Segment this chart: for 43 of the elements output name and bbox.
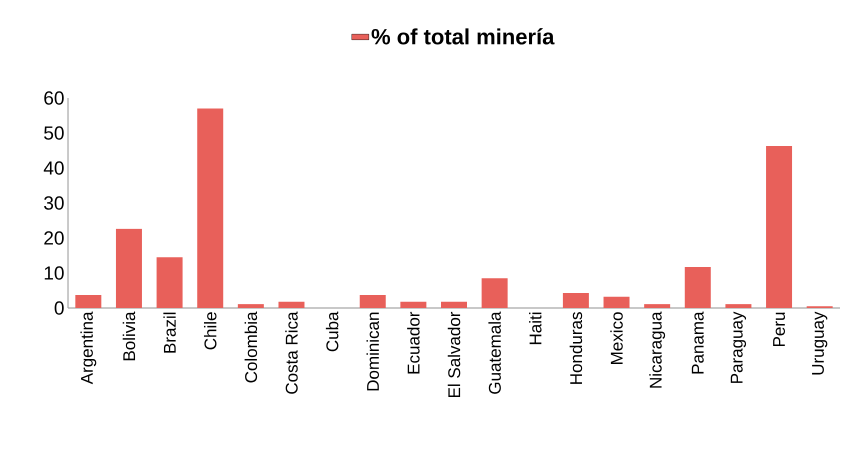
bar [562, 292, 589, 308]
x-tick-label: Panama [692, 312, 704, 374]
y-tick-label: 60 [44, 91, 64, 105]
bar [360, 295, 386, 308]
x-tick-label: Argentina [80, 312, 96, 384]
y-tick-label: 40 [44, 161, 64, 175]
bar [238, 304, 264, 308]
bar [604, 296, 630, 308]
x-tick-label: Dominican [366, 312, 379, 390]
x-tick-label: Colombia [244, 312, 258, 382]
bar [278, 302, 304, 308]
bar [400, 302, 426, 308]
x-tick-label: Haiti [529, 312, 542, 344]
bar [644, 304, 670, 308]
y-tick-label: 0 [54, 301, 64, 315]
bar [766, 146, 792, 308]
legend-label: % of total minería [372, 28, 555, 45]
x-tick-label: Brazil [163, 312, 176, 353]
y-tick-label: 10 [44, 266, 64, 280]
bar [156, 257, 183, 308]
bar [116, 228, 142, 308]
bar [197, 108, 224, 308]
x-tick-label: Bolivia [122, 312, 136, 360]
x-tick-label: Chile [204, 312, 216, 350]
y-tick-label: 50 [44, 126, 64, 140]
bar [75, 295, 102, 308]
x-tick-label: Cuba [326, 312, 338, 352]
x-tick-label: Ecuador [407, 312, 420, 374]
bar [684, 267, 711, 308]
y-tick-label: 30 [44, 196, 64, 210]
x-tick-label: Nicaragua [649, 312, 666, 388]
x-tick-label: Uruguay [812, 312, 828, 374]
x-tick-label: Guatemala [488, 312, 501, 394]
bar [725, 304, 752, 308]
bar [482, 278, 508, 308]
x-tick-label: Peru [773, 312, 785, 346]
x-tick-label: El Salvador [448, 312, 460, 398]
y-tick-label: 20 [44, 231, 64, 245]
x-tick-label: Mexico [610, 312, 623, 364]
x-tick-label: Paraguay [730, 312, 746, 383]
x-tick-label: Costa Rica [285, 312, 298, 394]
bar [441, 302, 468, 308]
x-tick-label: Honduras [570, 312, 582, 384]
